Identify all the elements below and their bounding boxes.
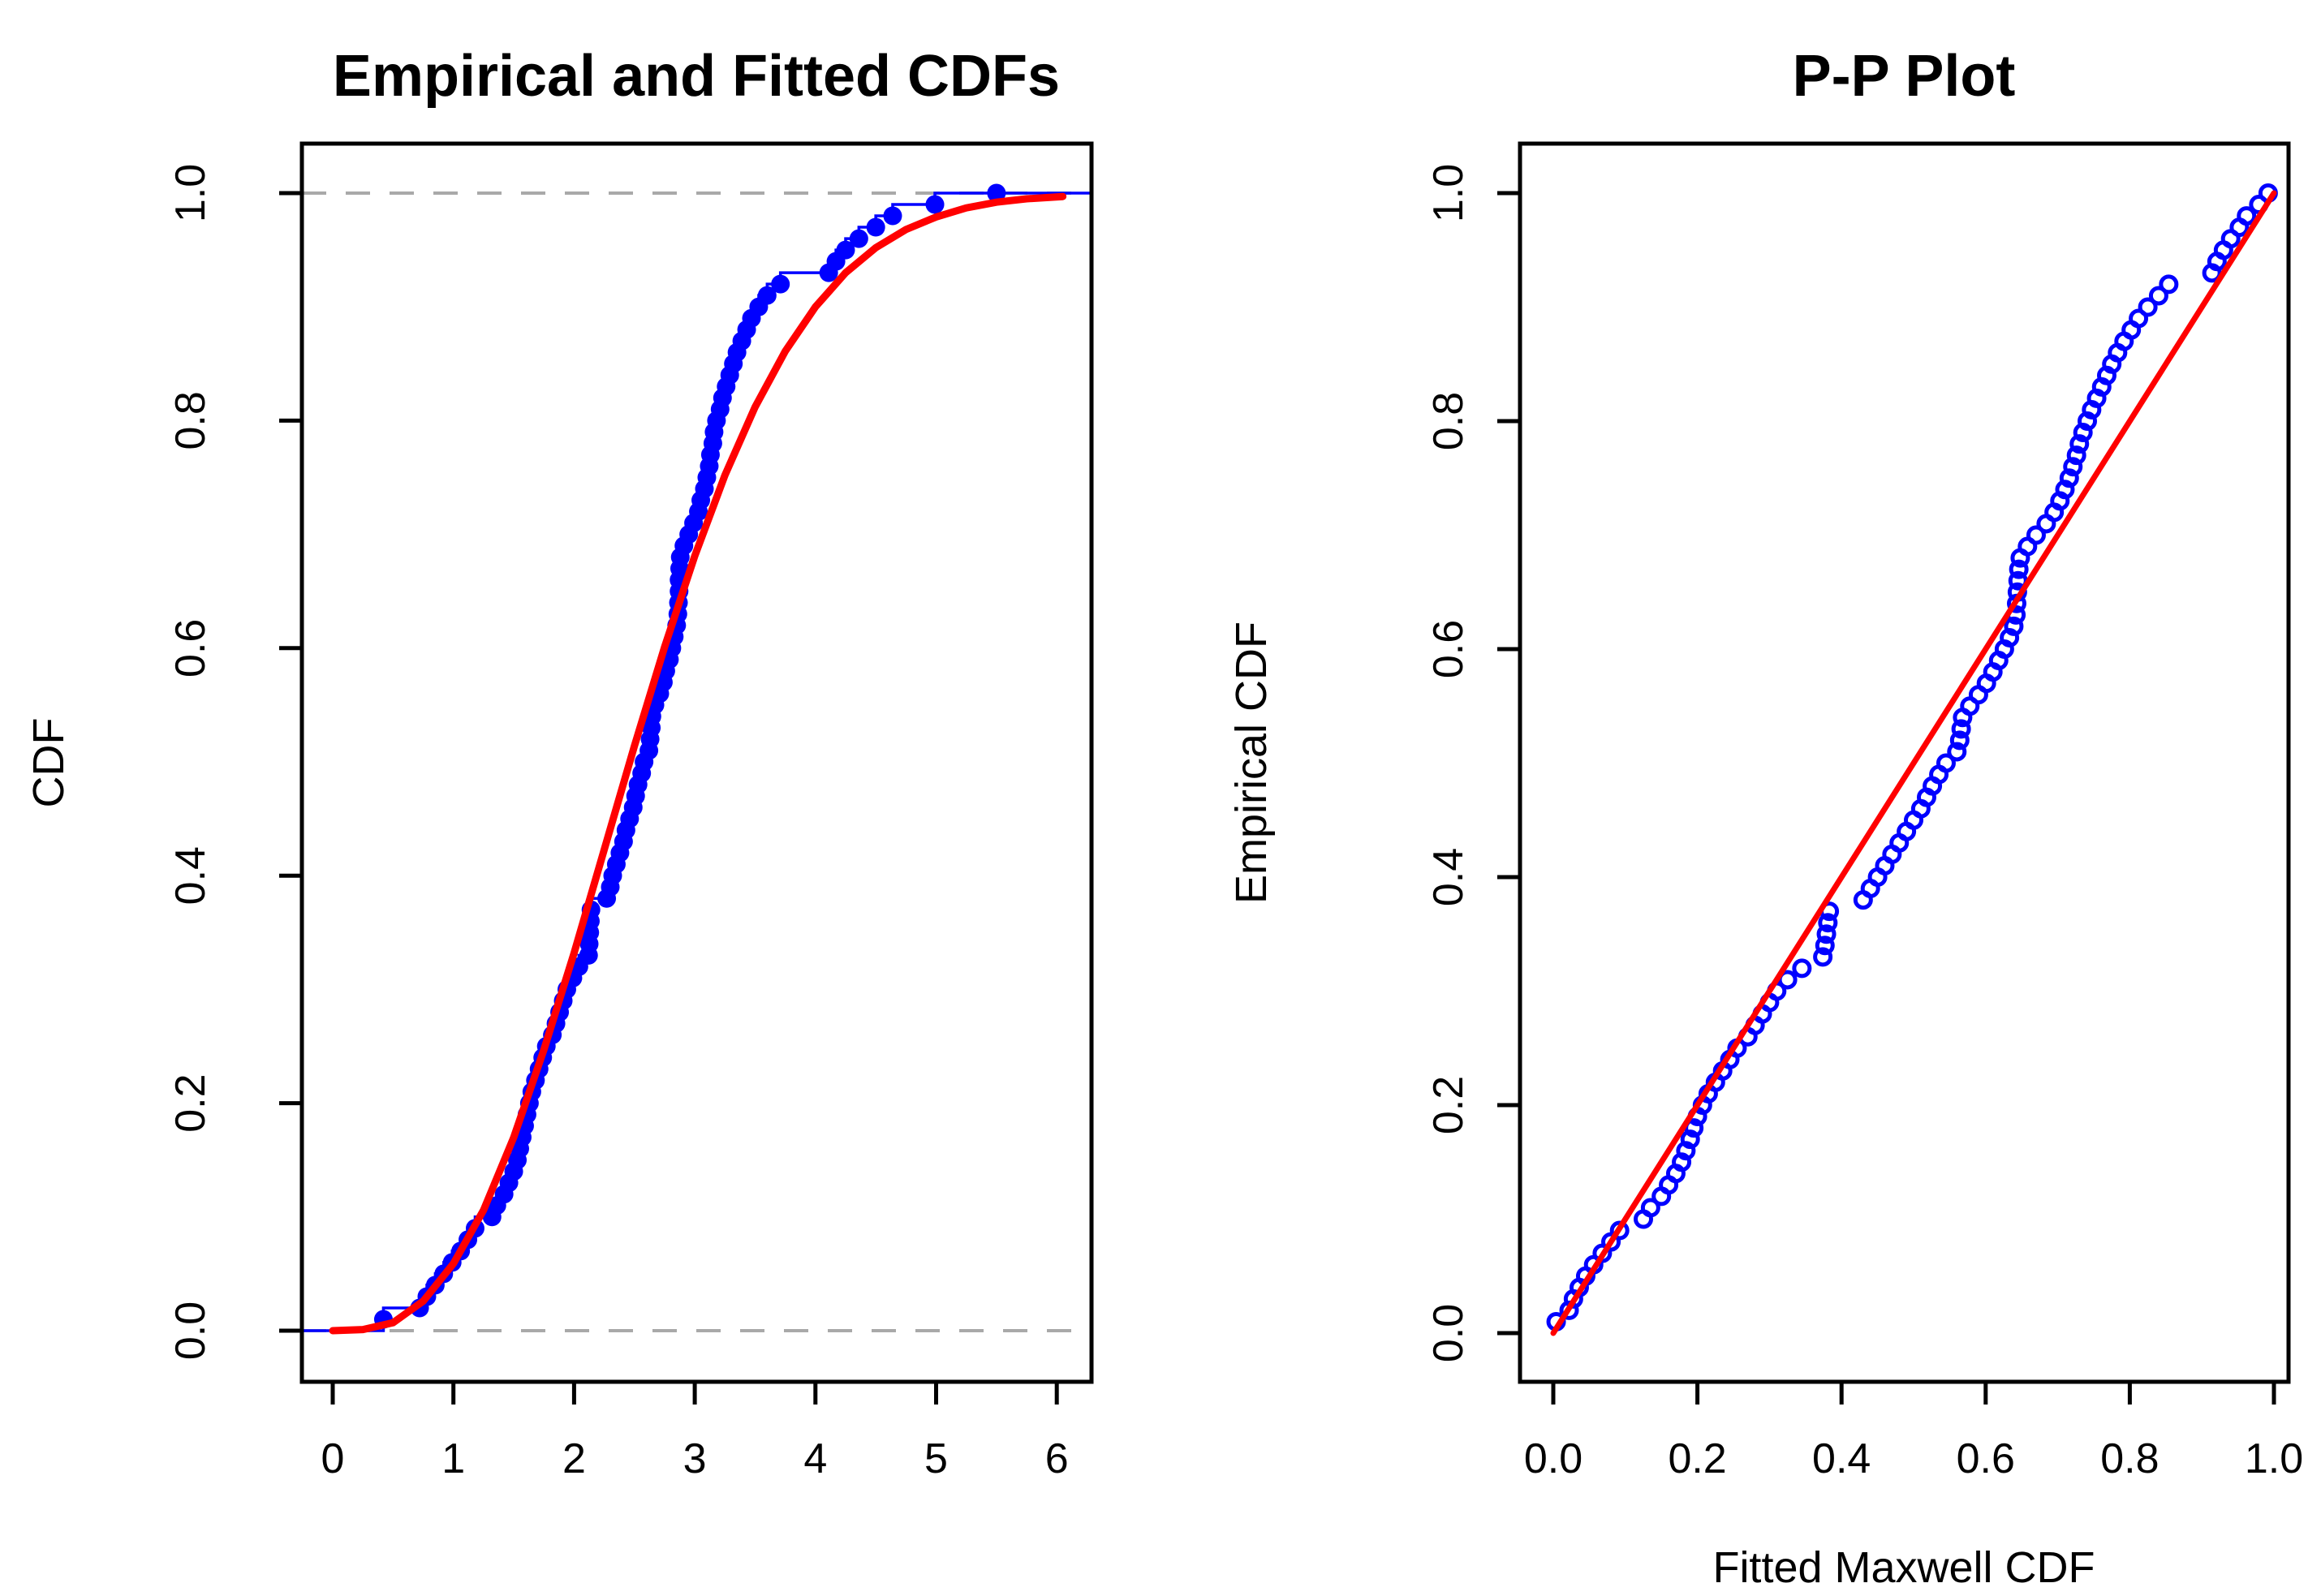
pp-point	[1947, 742, 1967, 762]
x-tick-label: 1	[441, 1435, 465, 1482]
ecdf-plot: 0 1 2 3 4 5 6 0.0 0.2 0.4 0.6 0.8 1.0	[167, 141, 1094, 1482]
x-tick-label: 2	[562, 1435, 586, 1482]
ecdf-point	[883, 206, 902, 226]
pp-point	[1813, 947, 1833, 967]
pp-point	[2026, 525, 2046, 545]
y-tick-label: 1.0	[167, 164, 214, 222]
pp-point	[2069, 434, 2090, 454]
pp-point	[2066, 445, 2086, 466]
pp-point	[2237, 206, 2257, 226]
right-x-axis-label: Fitted Maxwell CDF	[1712, 1543, 2095, 1592]
plot-box	[299, 141, 1094, 1384]
y-tick-label: 1.0	[1425, 164, 1472, 222]
pp-point	[2059, 468, 2079, 488]
x-tick-label: 5	[924, 1435, 948, 1482]
pp-point	[1815, 936, 1835, 956]
right-y-axis-label: Empirical CDF	[1227, 622, 1276, 904]
right-plot-title: P-P Plot	[1793, 44, 2016, 109]
pp-point	[1609, 1220, 1630, 1241]
pp-point	[1951, 719, 1971, 739]
pp-point	[2004, 616, 2024, 636]
ecdf-step-line	[302, 191, 1092, 1332]
reference-diagonal	[1550, 190, 2277, 1336]
pp-point	[2159, 274, 2179, 295]
pp-point	[1936, 753, 1956, 773]
ecdf-point	[757, 286, 777, 305]
plot-box	[1518, 141, 2291, 1384]
y-tick-label: 0.0	[1425, 1304, 1472, 1362]
pp-point	[1818, 913, 1838, 933]
x-tick-label: 6	[1045, 1435, 1069, 1482]
y-tick-label: 0.6	[1425, 620, 1472, 678]
x-tick-label: 0	[321, 1435, 345, 1482]
ecdf-point	[866, 217, 885, 237]
ecdf-point	[849, 229, 868, 248]
fitted-maxwell-cdf-curve	[329, 192, 1067, 1335]
ecdf-point	[771, 274, 790, 294]
pp-point	[1816, 924, 1837, 944]
left-plot-title: Empirical and Fitted CDFs	[333, 44, 1060, 109]
pp-point	[1640, 1198, 1660, 1218]
y-tick-label: 0.4	[167, 846, 214, 905]
x-tick-label: 0.8	[2100, 1435, 2159, 1482]
pp-plot: 0.0 0.2 0.4 0.6 0.8 1.0 0.0 0.2 0.4 0.6 0.8 1.0	[1425, 141, 2303, 1482]
ecdf-point	[925, 195, 945, 214]
x-tick-label: 0.4	[1812, 1435, 1871, 1482]
pp-point	[2009, 559, 2029, 579]
pp-point	[1792, 958, 1812, 979]
pp-point	[2148, 286, 2168, 306]
x-tick-label: 1.0	[2245, 1435, 2303, 1482]
pp-point	[2129, 308, 2149, 329]
y-tick-label: 0.8	[167, 391, 214, 450]
y-tick-label: 0.2	[1425, 1076, 1472, 1134]
y-tick-label: 0.4	[1425, 848, 1472, 906]
x-tick-label: 0.0	[1524, 1435, 1582, 1482]
y-tick-label: 0.0	[167, 1301, 214, 1360]
y-tick-label: 0.2	[167, 1073, 214, 1132]
x-tick-label: 3	[683, 1435, 707, 1482]
ecdf-point	[836, 240, 855, 260]
pp-point	[2063, 457, 2083, 477]
x-tick-label: 4	[803, 1435, 827, 1482]
y-tick-label: 0.6	[167, 619, 214, 678]
left-y-axis-label: CDF	[24, 718, 73, 808]
ecdf-point	[987, 183, 1006, 203]
x-tick-label: 0.2	[1668, 1435, 1726, 1482]
pp-point	[1680, 1129, 1700, 1150]
pp-point	[1949, 730, 1970, 751]
y-tick-label: 0.8	[1425, 392, 1472, 450]
x-tick-label: 0.6	[1957, 1435, 2015, 1482]
pp-point	[2138, 297, 2158, 317]
